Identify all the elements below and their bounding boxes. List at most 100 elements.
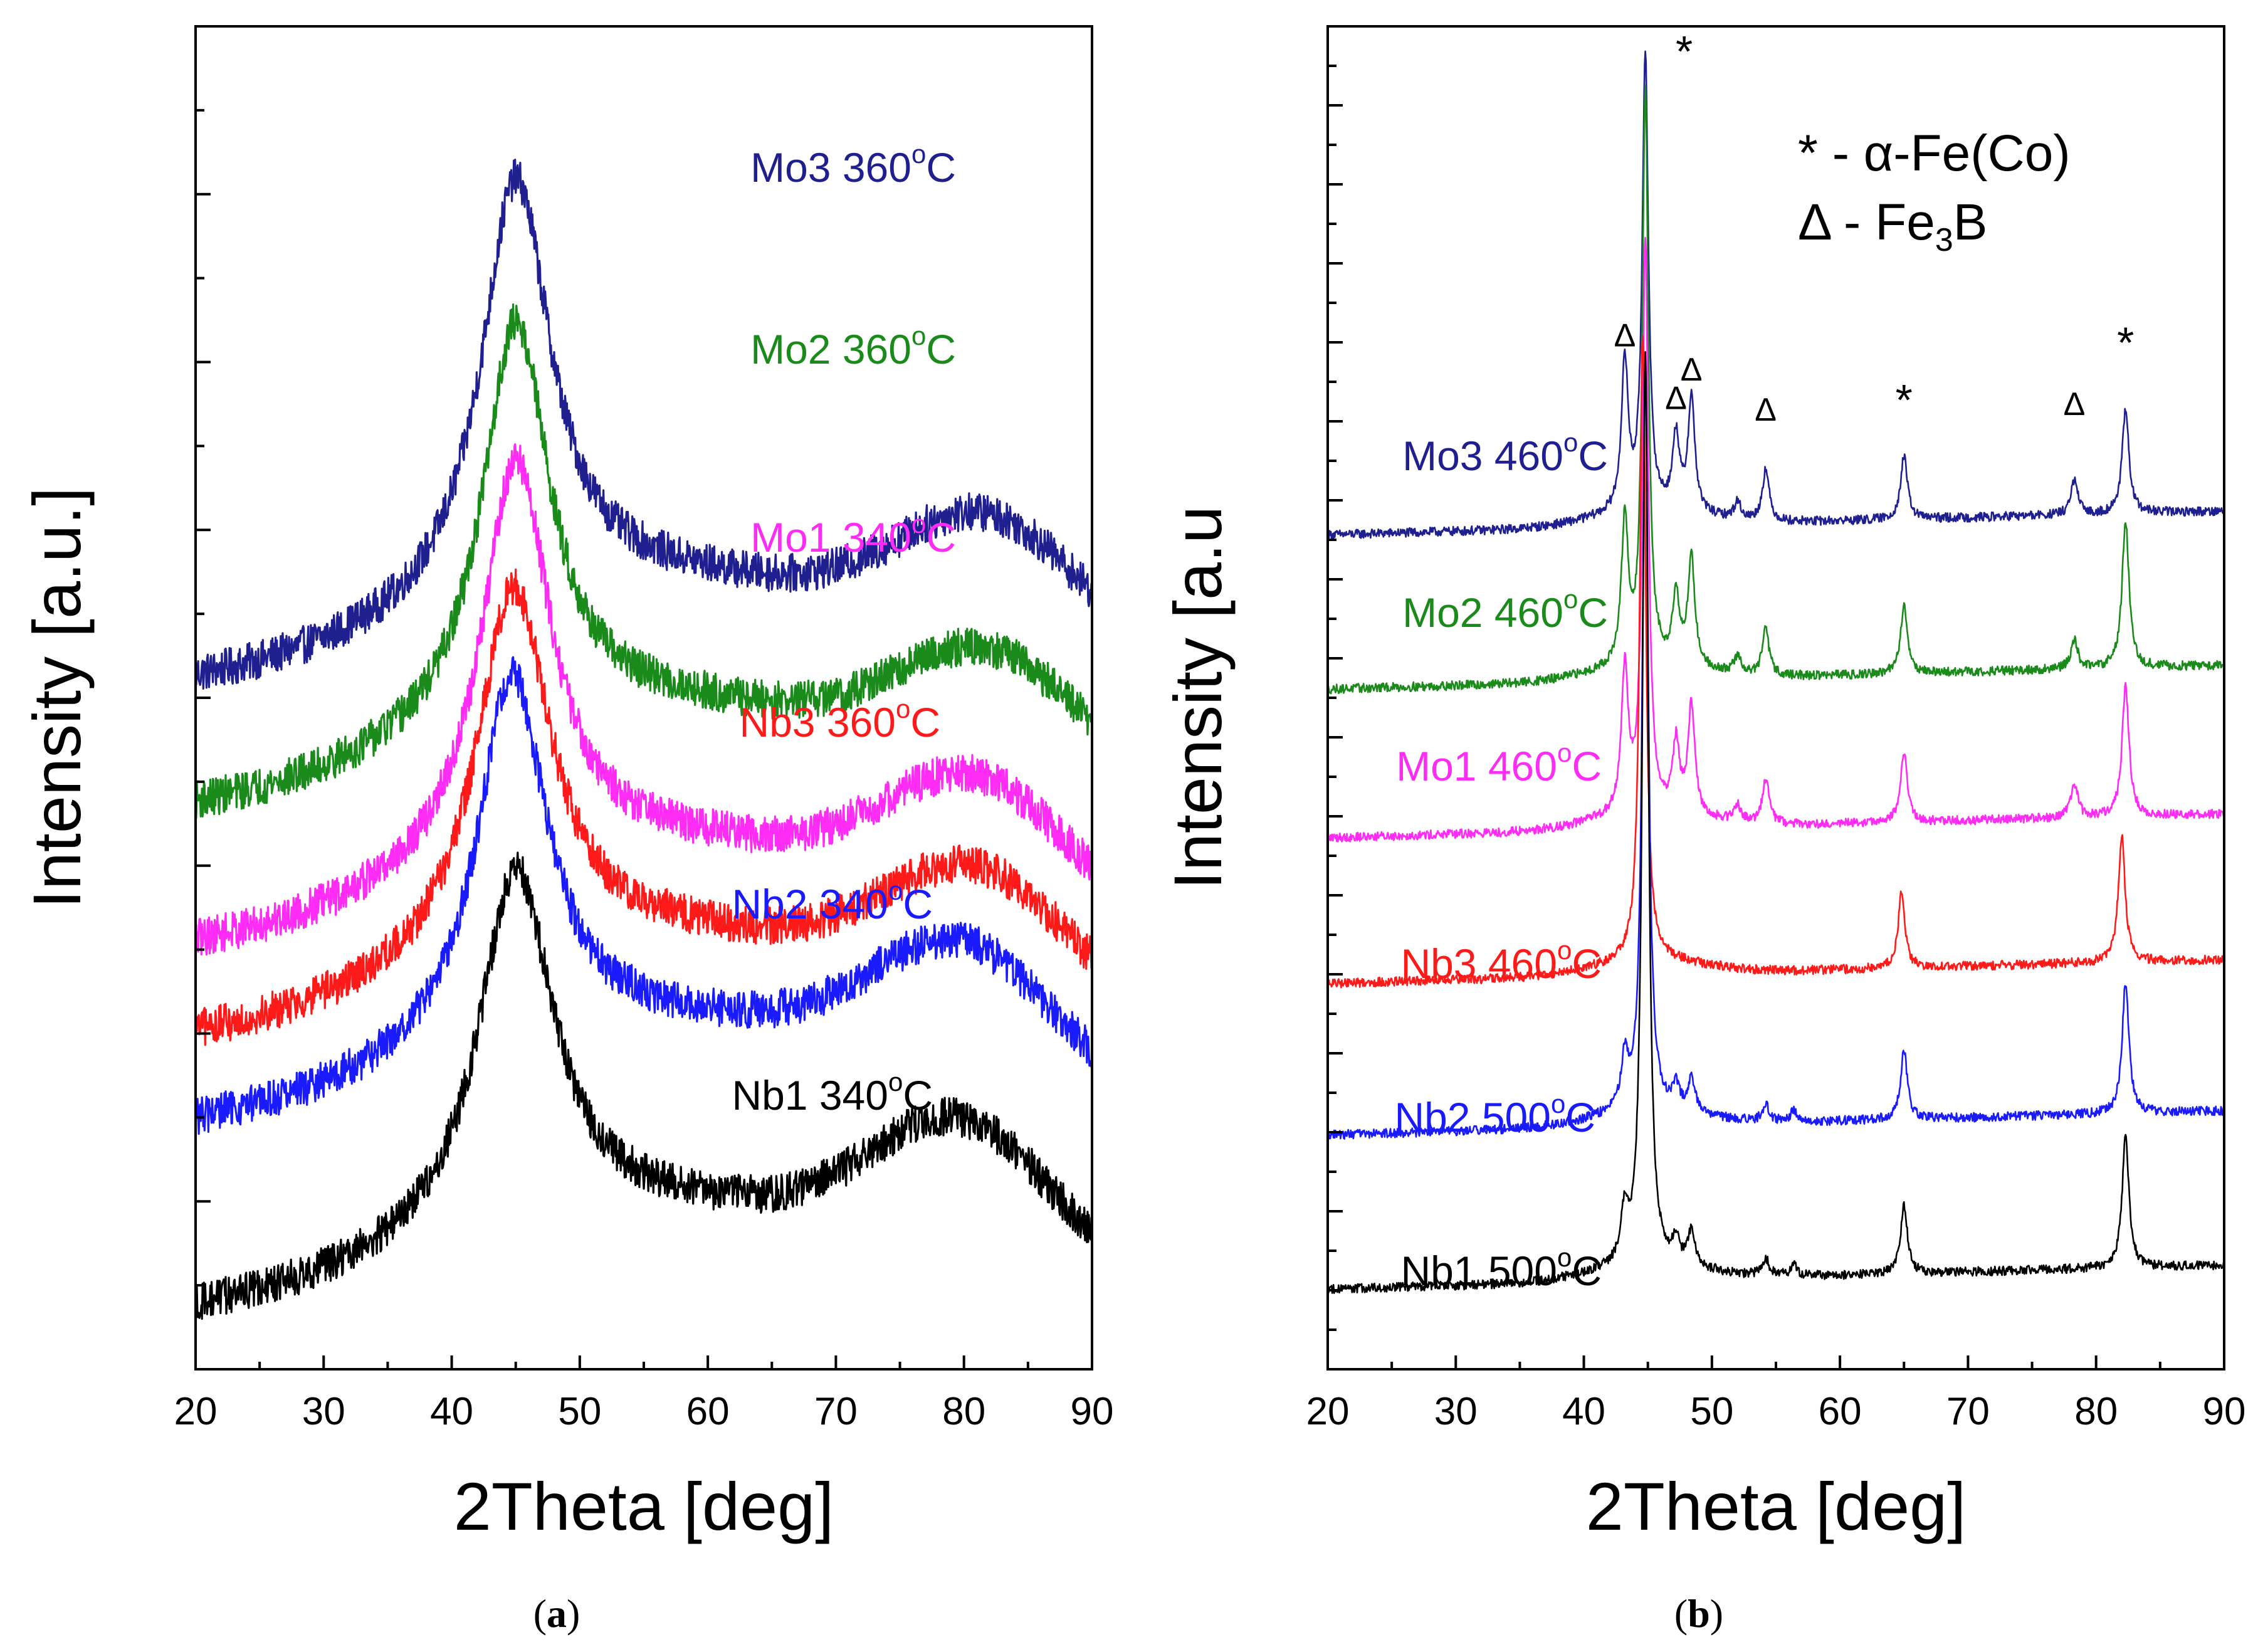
series-label-nb2: Nb2 500oC [1394,1089,1595,1140]
panel-a-x-tick-labels: 20 30 40 50 60 70 80 90 [174,1390,1114,1433]
degree-mark: o [1563,428,1578,457]
legend-alpha-text: - α-Fe(Co) [1818,125,2071,182]
series-label-nb1: Nb1 500oC [1400,1243,1602,1294]
alpha-fe-peak-marker: * [2117,318,2134,367]
series-label-text: Mo2 360 [750,326,911,372]
series-label-mo1: Mo1 460oC [1396,738,1602,789]
panel-a-curves [194,159,1093,1320]
series-label-mo3: Mo3 360oC [750,139,956,191]
fe3b-peak-marker: Δ [1665,381,1687,417]
fe3b-peak-marker: Δ [1681,352,1703,388]
panel-b-x-tick-labels: 20 30 40 50 60 70 80 90 [1306,1390,2246,1433]
x-tick-label: 40 [430,1390,473,1433]
x-tick-label: 20 [174,1390,218,1433]
fe3b-peak-marker: Δ [2064,386,2086,423]
series-line-nb3 [1326,335,2225,989]
unit-c: C [910,699,940,745]
degree-mark: o [888,1067,903,1097]
series-line-mo1 [194,443,1093,956]
unit-c: C [1572,1248,1602,1294]
alpha-fe-peak-marker: * [1896,376,1913,424]
legend-alpha-fe-co: * - α-Fe(Co) [1798,125,2071,182]
panel-b-frame [1326,25,2225,1371]
series-line-mo2 [194,303,1093,819]
series-label-text: Mo3 360 [750,144,911,191]
alpha-fe-peak-marker: * [1676,27,1693,76]
x-tick-label: 50 [1690,1390,1733,1433]
panel-b-phase-legend: * - α-Fe(Co) Δ - Fe3B [1798,125,2071,258]
series-label-text: Mo3 460 [1402,433,1563,479]
series-label-text: Nb1 500 [1400,1248,1557,1294]
series-label-text: Mo2 460 [1402,589,1563,636]
x-tick-label: 70 [1946,1390,1990,1433]
degree-mark: o [911,509,926,539]
x-tick-label: 60 [686,1390,730,1433]
x-tick-label: 50 [558,1390,601,1433]
series-label-mo2: Mo2 460oC [1402,584,1608,636]
degree-mark: o [1551,1089,1565,1118]
panel-b-y-axis-title: Intensity [a.u [1160,506,1236,890]
series-line-nb3 [194,568,1093,1046]
series-line-mo2 [1327,85,2225,695]
series-line-mo3 [1326,50,2225,540]
series-label-mo1: Mo1 340oC [750,509,956,560]
x-tick-label: 60 [1819,1390,1862,1433]
series-label-mo3: Mo3 460oC [1402,428,1608,479]
degree-mark: o [911,321,926,350]
panel-b-letter: b [1688,1591,1710,1636]
degree-mark: o [896,694,910,723]
unit-c: C [926,514,956,560]
x-tick-label: 80 [942,1390,985,1433]
series-label-nb3: Nb3 460oC [1400,935,1602,987]
panel-b-label: (b) [1674,1591,1723,1636]
panel-b-x-axis-title: 2Theta [deg] [1586,1468,1966,1544]
panel-a-label: (a) [533,1591,580,1636]
degree-mark: o [1557,935,1572,965]
legend-fe3b-suffix: B [1953,194,1988,251]
series-label-nb2: Nb2 340oC [732,876,933,927]
unit-c: C [926,326,956,372]
panel-a-y-axis-title: Intensity [a.u.] [19,487,95,908]
series-label-text: Nb3 460 [1400,940,1557,987]
x-tick-label: 90 [2203,1390,2246,1433]
x-tick-label: 80 [2074,1390,2118,1433]
panel-b-ticks [1326,65,2225,1369]
unit-c: C [1572,940,1602,987]
legend-fe3b-symbol: Δ [1798,194,1831,251]
panel-a-letter: a [547,1591,567,1636]
degree-mark: o [1557,738,1572,767]
unit-c: C [903,881,933,927]
series-line-mo3 [194,159,1093,690]
x-tick-label: 40 [1562,1390,1605,1433]
legend-fe3b-text: - Fe [1829,194,1935,251]
series-label-mo2: Mo2 360oC [750,321,956,372]
degree-mark: o [1557,1243,1572,1272]
unit-c: C [926,144,956,191]
legend-alpha-symbol: * [1798,125,1818,182]
series-label-text: Mo1 460 [1396,743,1557,789]
series-label-text: Nb1 340 [732,1072,888,1118]
legend-fe3b-subscript: 3 [1935,222,1953,258]
series-label-text: Nb2 340 [732,881,888,927]
panel-a-x-axis-title: 2Theta [deg] [454,1468,834,1544]
degree-mark: o [911,139,926,169]
fe3b-peak-marker: Δ [1614,317,1636,354]
series-label-text: Mo1 340 [750,514,911,560]
x-tick-label: 20 [1306,1390,1350,1433]
series-line-nb1 [194,851,1093,1320]
series-line-nb1 [1326,351,2225,1294]
degree-mark: o [1563,584,1578,614]
x-tick-label: 70 [814,1390,858,1433]
unit-c: C [1578,589,1608,636]
series-label-nb1: Nb1 340oC [732,1067,933,1118]
x-tick-label: 90 [1071,1390,1114,1433]
series-line-nb2 [1326,365,2225,1140]
x-tick-label: 30 [302,1390,345,1433]
x-tick-label: 30 [1434,1390,1478,1433]
unit-c: C [1572,743,1602,789]
